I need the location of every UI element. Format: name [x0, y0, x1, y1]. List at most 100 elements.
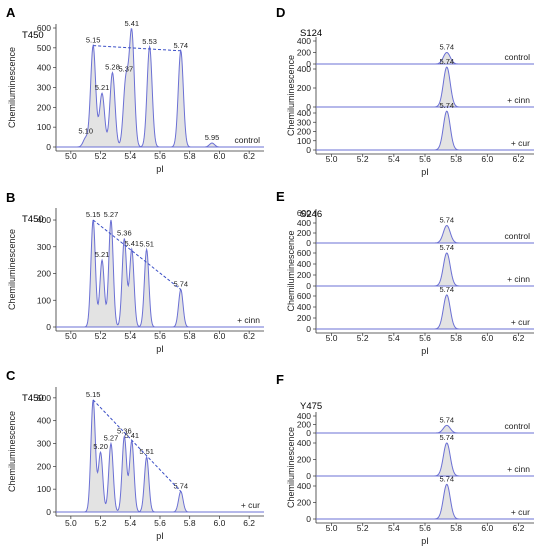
- x-axis-title: pI: [421, 167, 429, 177]
- peak-label: 5.51: [139, 239, 154, 248]
- condition-label: + cinn: [507, 274, 530, 284]
- peak-label: 5.74: [439, 285, 454, 294]
- y-tick-label: 0: [46, 507, 51, 517]
- y-tick-label: 400: [297, 259, 311, 269]
- data-trace: [316, 442, 534, 477]
- x-tick-label: 5.0: [65, 518, 77, 528]
- x-tick-label: 5.8: [184, 518, 196, 528]
- data-trace: [56, 28, 264, 148]
- subplot-1: 0 100 200 300 400 500 600 5.10 5.15 5.21 5.285.37 5…: [37, 19, 264, 152]
- y-axis-title: Chemiluminescence: [286, 230, 296, 311]
- y-tick-label: 200: [297, 420, 311, 430]
- x-tick-label: 6.2: [243, 331, 255, 341]
- x-axis-title: pI: [156, 164, 164, 174]
- peak-label: 5.41: [124, 239, 139, 248]
- data-trace: [316, 66, 534, 108]
- y-tick-label: 100: [297, 136, 311, 146]
- peak-label: 5.74: [439, 415, 454, 424]
- x-tick-label: 5.2: [95, 331, 107, 341]
- y-axis-title: Chemiluminescence: [7, 229, 17, 310]
- x-tick-label: 5.0: [65, 151, 77, 161]
- data-trace: [56, 219, 264, 328]
- peak-label: 5.21: [95, 83, 110, 92]
- x-tick-label: 5.6: [154, 331, 166, 341]
- x-tick-label: 5.4: [388, 523, 400, 533]
- y-tick-label: 200: [297, 270, 311, 280]
- x-tick-label: 6.2: [513, 154, 525, 164]
- y-tick-label: 0: [306, 324, 311, 334]
- x-tick-label: 6.0: [481, 523, 493, 533]
- condition-label: + cur: [511, 317, 530, 327]
- y-tick-label: 400: [297, 218, 311, 228]
- panel-letter: B: [6, 190, 15, 205]
- x-tick-label: 6.0: [214, 331, 226, 341]
- y-tick-label: 200: [297, 313, 311, 323]
- chart-panel-e: ES24602004006005.74control02004006005.74…: [276, 189, 534, 356]
- trend-line: [92, 399, 182, 492]
- peak-label: 5.15: [86, 36, 101, 45]
- sample-label: S246: [300, 209, 322, 220]
- x-tick-label: 5.6: [419, 523, 431, 533]
- x-tick-label: 5.8: [450, 523, 462, 533]
- x-tick-label: 5.0: [326, 154, 338, 164]
- x-tick-label: 5.2: [357, 154, 369, 164]
- x-tick-label: 5.2: [95, 518, 107, 528]
- x-tick-label: 5.4: [388, 154, 400, 164]
- x-axis-title: pI: [421, 536, 429, 546]
- peak-label: 5.74: [173, 481, 188, 490]
- condition-label: + cur: [511, 507, 530, 517]
- x-tick-label: 5.6: [154, 518, 166, 528]
- y-axis-title: Chemiluminescence: [7, 47, 17, 128]
- chart-panel-a: A T450 0 100 200 300 400 500 600 5.10 5.15 5.21 5.28…: [6, 5, 264, 174]
- data-trace: [316, 424, 534, 434]
- trend-line: [93, 45, 181, 52]
- x-tick-label: 5.8: [450, 333, 462, 343]
- peak-label: 5.74: [439, 43, 454, 52]
- y-tick-label: 200: [297, 498, 311, 508]
- y-tick-label: 600: [297, 248, 311, 258]
- condition-label: + cinn: [507, 464, 530, 474]
- x-tick-label: 6.2: [513, 523, 525, 533]
- peak-label: 5.74: [439, 57, 454, 66]
- y-tick-label: 0: [306, 471, 311, 481]
- peak-label: 5.74: [439, 474, 454, 483]
- x-tick-label: 6.0: [481, 333, 493, 343]
- y-tick-label: 400: [297, 411, 311, 421]
- y-tick-label: 600: [297, 208, 311, 218]
- y-tick-label: 0: [46, 142, 51, 152]
- y-tick-label: 200: [297, 455, 311, 465]
- x-tick-label: 5.0: [326, 333, 338, 343]
- peak-label: 5.95: [205, 133, 220, 142]
- data-trace: [316, 483, 534, 520]
- data-trace: [316, 294, 534, 330]
- y-tick-label: 300: [37, 242, 51, 252]
- x-tick-label: 5.4: [124, 518, 136, 528]
- condition-label: + cur: [511, 138, 530, 148]
- sample-label: S124: [300, 28, 322, 39]
- panel-letter: E: [276, 189, 285, 204]
- y-tick-label: 0: [306, 145, 311, 155]
- y-axis-title: Chemiluminescence: [286, 427, 296, 508]
- peak-label: 5.20: [93, 442, 108, 451]
- subplot-1: 0 100 200 300 400 5.15 5.21 5.27 5.36 5.41 5.51 5.7…: [37, 210, 264, 332]
- peak-label: 5.27: [104, 434, 119, 443]
- condition-label: control: [234, 135, 260, 145]
- x-tick-label: 5.8: [450, 154, 462, 164]
- peak-label: 5.74: [439, 216, 454, 225]
- y-tick-label: 400: [37, 215, 51, 225]
- y-tick-label: 500: [37, 393, 51, 403]
- y-tick-label: 400: [297, 64, 311, 74]
- x-tick-label: 6.0: [481, 154, 493, 164]
- panel-letter: F: [276, 372, 284, 387]
- y-tick-label: 200: [297, 228, 311, 238]
- subplot-2: 0 200 400 5.74 + cinn: [297, 57, 534, 112]
- y-tick-label: 100: [37, 484, 51, 494]
